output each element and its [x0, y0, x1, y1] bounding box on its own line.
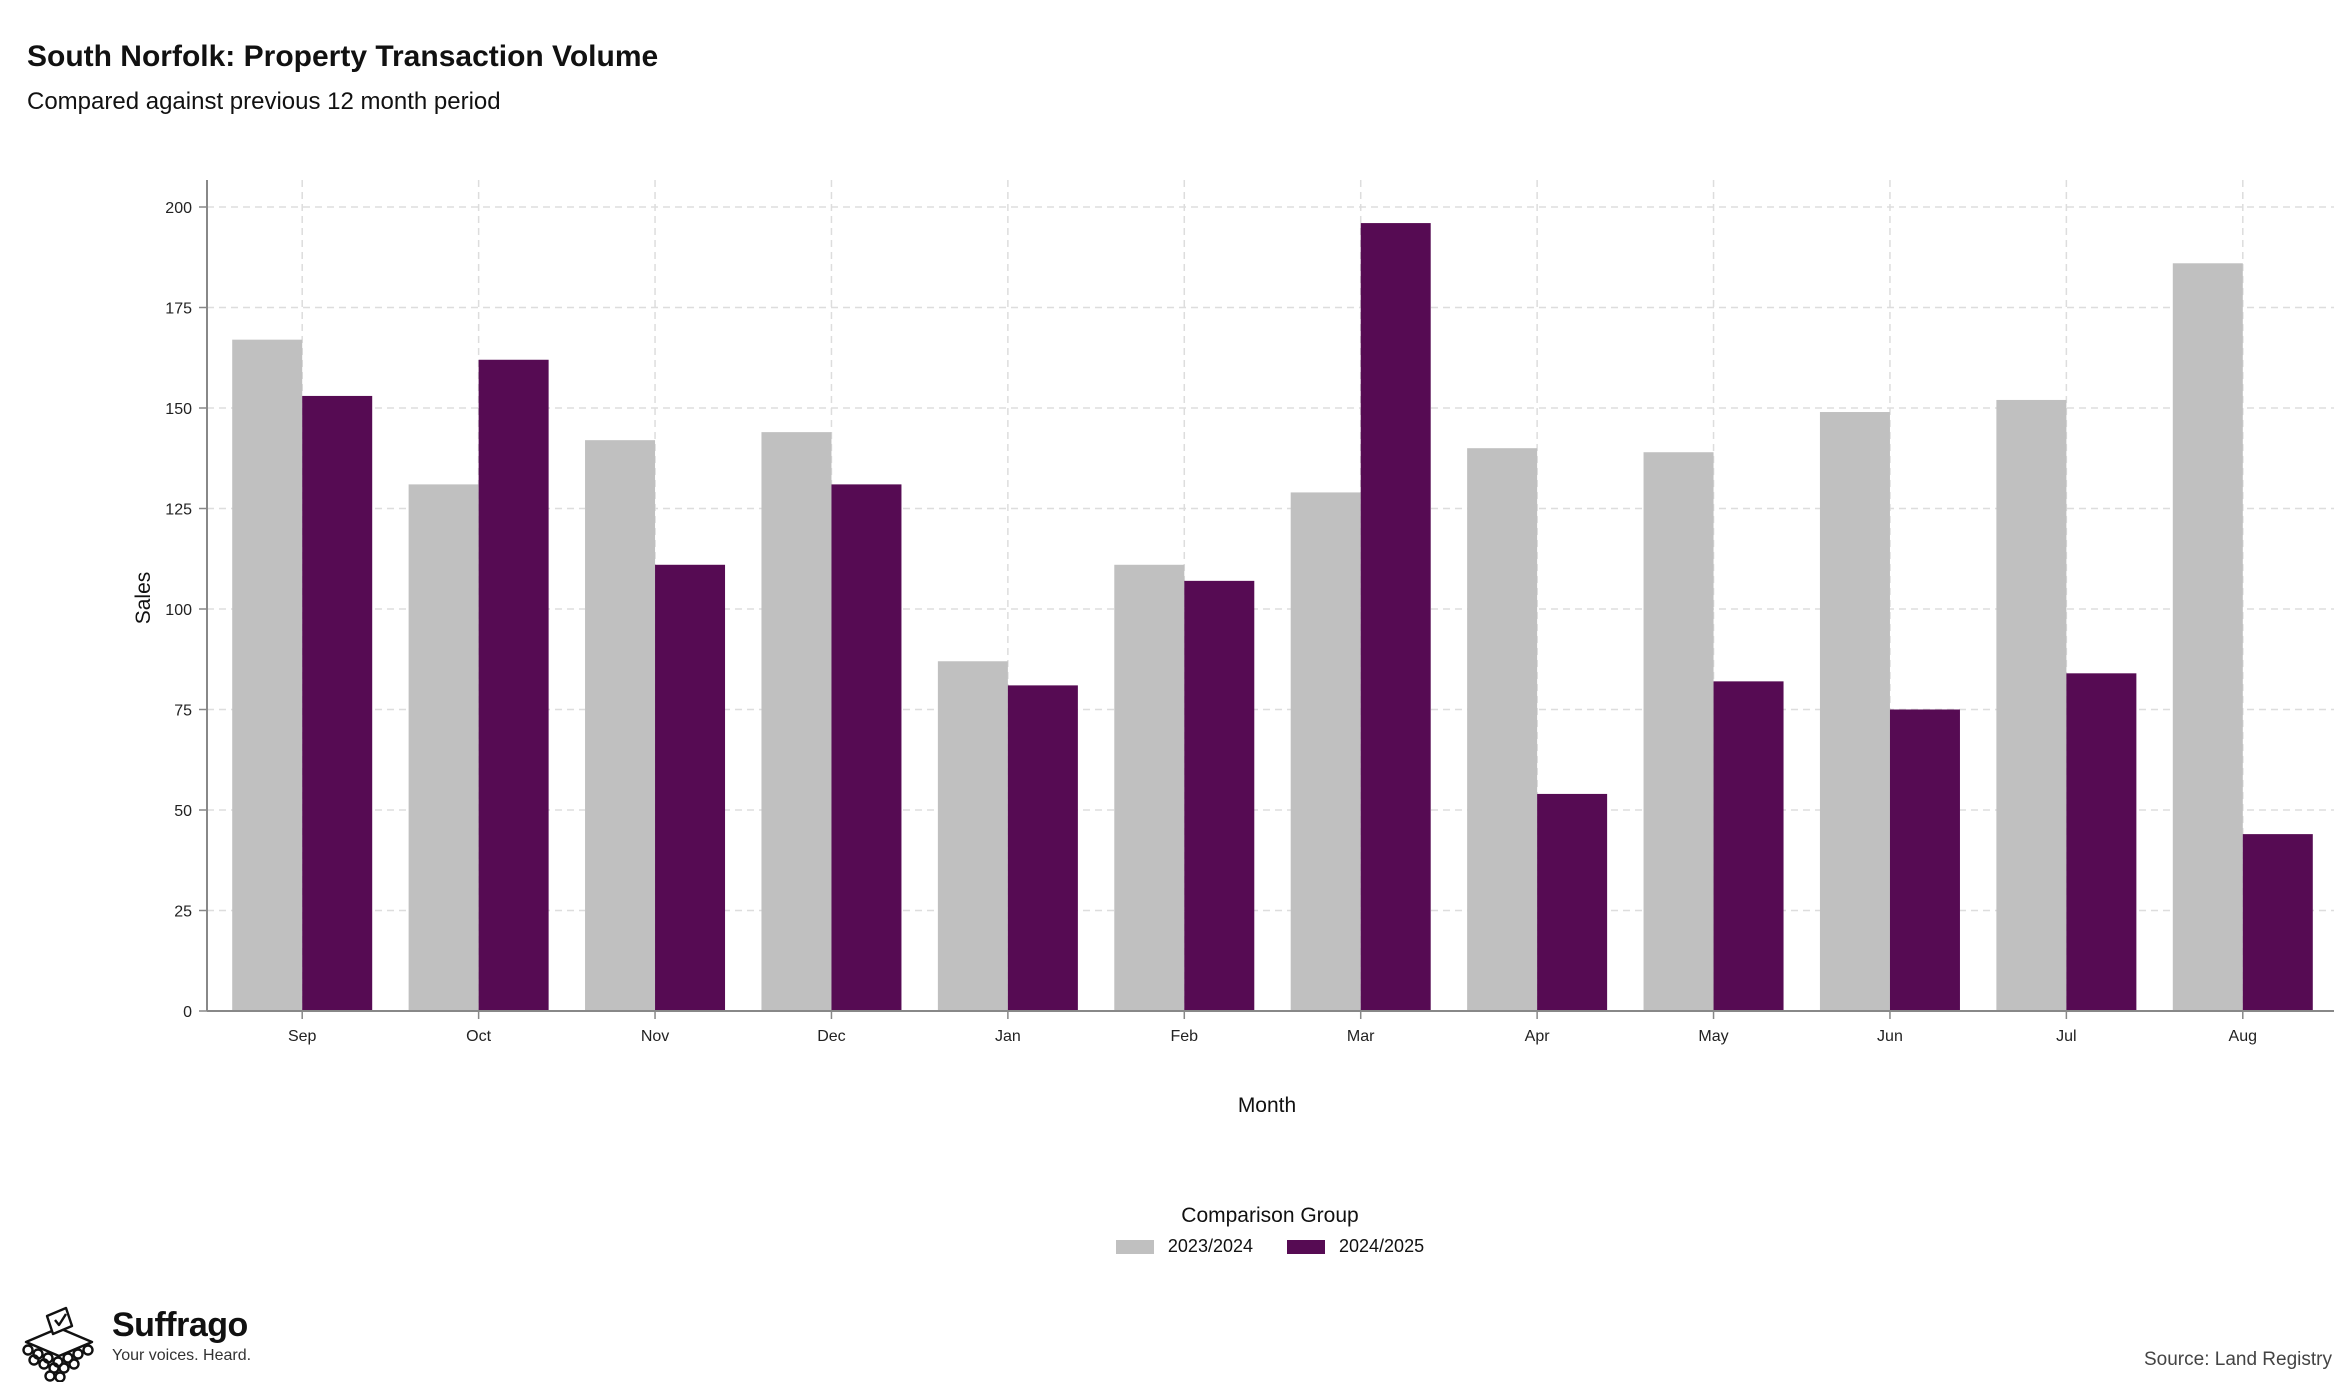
- bars: [232, 223, 2313, 1012]
- x-tick-label: Apr: [1525, 1028, 1551, 1045]
- bar-2023-2024-mar: [1290, 492, 1361, 1011]
- x-tick-label: Mar: [1347, 1028, 1375, 1045]
- bar-2024-2025-sep: [302, 395, 373, 1011]
- legend: Comparison Group 2023/2024 2024/2025: [1090, 1204, 1450, 1257]
- bar-2024-2025-may: [1713, 681, 1784, 1011]
- legend-title: Comparison Group: [1181, 1204, 1359, 1227]
- bar-2024-2025-dec: [831, 484, 902, 1011]
- bar-2024-2025-aug: [2242, 834, 2313, 1011]
- x-tick-label: Sep: [288, 1028, 317, 1045]
- legend-item-series-b: 2024/2025: [1287, 1236, 1424, 1257]
- x-tick-label: May: [1698, 1028, 1728, 1045]
- y-axis-title: Sales: [132, 572, 155, 625]
- x-tick-label: Dec: [817, 1028, 845, 1045]
- bar-2023-2024-sep: [232, 339, 303, 1011]
- bar-2024-2025-apr: [1537, 793, 1608, 1011]
- bar-2024-2025-jul: [2066, 673, 2137, 1011]
- bar-2024-2025-oct: [478, 359, 549, 1011]
- brand-text: Suffrago Your voices. Heard.: [112, 1306, 251, 1365]
- bar-2023-2024-dec: [761, 432, 832, 1011]
- source-note: Source: Land Registry: [2144, 1349, 2332, 1370]
- chart-subtitle: Compared against previous 12 month perio…: [27, 88, 501, 115]
- y-tick-label: 125: [165, 502, 192, 519]
- brand-logo: Suffrago Your voices. Heard.: [14, 1298, 251, 1382]
- x-tick-label: Feb: [1171, 1028, 1199, 1045]
- y-tick-label: 25: [174, 904, 192, 921]
- brand-tagline: Your voices. Heard.: [112, 1347, 252, 1364]
- brand-name: Suffrago: [112, 1306, 248, 1344]
- bar-2023-2024-aug: [2172, 263, 2243, 1011]
- bar-2023-2024-apr: [1467, 448, 1538, 1011]
- legend-swatch-series-a: [1115, 1239, 1154, 1254]
- legend-swatch-series-b: [1287, 1239, 1325, 1254]
- x-tick-label: Nov: [641, 1028, 669, 1045]
- bar-2023-2024-jul: [1996, 399, 2067, 1012]
- y-tick-label: 150: [165, 401, 192, 418]
- bar-2023-2024-may: [1643, 452, 1714, 1012]
- axes: 0 25 50 75 100 125 150 175 200 Sep Oct Nov Dec Jan Feb…: [165, 180, 2334, 1045]
- bar-2024-2025-jan: [1007, 685, 1078, 1011]
- y-tick-label: 200: [165, 200, 192, 217]
- bar-2023-2024-nov: [585, 440, 656, 1011]
- x-tick-label: Jun: [1877, 1028, 1903, 1045]
- y-tick-label: 50: [174, 803, 192, 820]
- bar-2023-2024-feb: [1114, 564, 1185, 1011]
- y-tick-label: 75: [174, 703, 192, 720]
- bar-2024-2025-nov: [655, 564, 726, 1011]
- legend-items: 2023/2024 2024/2025: [1090, 1236, 1450, 1257]
- x-axis-title: Month: [1238, 1094, 1296, 1117]
- y-tick-label: 175: [165, 301, 192, 318]
- bar-2023-2024-jun: [1819, 412, 1890, 1011]
- x-tick-label: Jan: [995, 1028, 1021, 1045]
- legend-item-series-a: 2023/2024: [1115, 1236, 1253, 1257]
- y-tick-label: 100: [165, 602, 192, 619]
- x-tick-label: Oct: [466, 1028, 491, 1045]
- ballot-box-icon: [22, 1306, 94, 1382]
- y-tick-label: 0: [183, 1004, 192, 1021]
- bar-2024-2025-feb: [1184, 580, 1255, 1011]
- bar-2024-2025-mar: [1360, 223, 1431, 1011]
- bar-2023-2024-jan: [937, 661, 1008, 1011]
- legend-label-series-a: 2023/2024: [1167, 1236, 1253, 1256]
- chart-title: South Norfolk: Property Transaction Volu…: [27, 40, 659, 73]
- bar-2023-2024-oct: [408, 484, 479, 1011]
- bar-chart: 0 25 50 75 100 125 150 175 200 Sep Oct Nov Dec Jan Feb…: [132, 180, 2334, 1117]
- legend-label-series-b: 2024/2025: [1339, 1236, 1425, 1256]
- x-tick-label: Jul: [2056, 1028, 2076, 1045]
- bar-2024-2025-jun: [1889, 709, 1960, 1011]
- x-tick-label: Aug: [2229, 1028, 2257, 1045]
